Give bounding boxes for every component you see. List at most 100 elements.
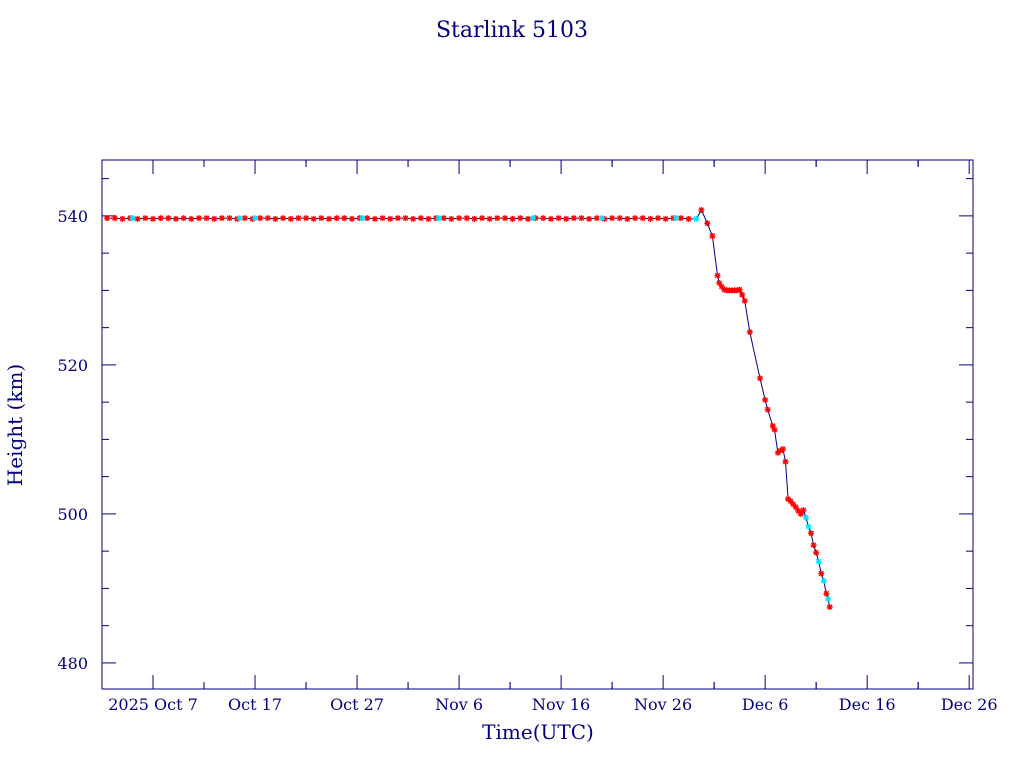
red-data-point [578, 215, 585, 222]
red-data-point [662, 215, 669, 222]
red-data-point [757, 375, 764, 382]
red-data-point [318, 215, 325, 222]
red-data-point [739, 291, 746, 298]
red-data-point [771, 426, 778, 433]
red-data-point [280, 215, 287, 222]
red-data-point [779, 446, 786, 453]
red-data-point [555, 215, 562, 222]
red-data-point [762, 396, 769, 403]
red-data-point [402, 215, 409, 222]
red-data-point [387, 215, 394, 222]
y-tick-label: 540 [57, 207, 88, 226]
red-data-point [119, 215, 126, 222]
plot-frame [101, 159, 974, 690]
red-data-point [570, 215, 577, 222]
red-data-point [394, 215, 401, 222]
red-data-point [563, 215, 570, 222]
red-data-point [410, 215, 417, 222]
cyan-data-point [693, 215, 700, 222]
red-data-point [310, 215, 317, 222]
red-data-point [226, 215, 233, 222]
red-data-point [241, 215, 248, 222]
x-tick-label: Dec 6 [742, 695, 789, 714]
red-data-point [264, 215, 271, 222]
cyan-data-point [672, 215, 679, 222]
x-tick-label: Oct 17 [228, 695, 282, 714]
red-data-point [463, 215, 470, 222]
red-data-point [813, 549, 820, 556]
red-data-point [616, 215, 623, 222]
red-data-point [818, 570, 825, 577]
chart-title: Starlink 5103 [436, 18, 588, 43]
red-data-point [287, 215, 294, 222]
x-axis-label: Time(UTC) [482, 720, 594, 744]
cyan-data-point [802, 514, 809, 521]
red-data-point [632, 215, 639, 222]
red-data-point [440, 215, 447, 222]
cyan-data-point [825, 595, 832, 602]
red-data-point [150, 215, 157, 222]
red-data-point [624, 215, 631, 222]
red-data-point [456, 215, 463, 222]
red-data-point [165, 215, 172, 222]
red-data-point [379, 215, 386, 222]
red-data-point [736, 286, 743, 293]
red-data-point [524, 215, 531, 222]
cyan-data-point [129, 215, 136, 222]
red-data-point [203, 215, 210, 222]
x-tick-label: 2025 Oct 7 [108, 695, 198, 714]
x-tick-label: Dec 16 [839, 695, 896, 714]
red-data-point [195, 215, 202, 222]
red-data-point [494, 215, 501, 222]
y-tick-label: 520 [57, 356, 88, 375]
red-data-point [685, 215, 692, 222]
y-tick-label: 500 [57, 505, 88, 524]
cyan-data-point [252, 215, 259, 222]
red-data-point [586, 215, 593, 222]
red-data-point [257, 215, 264, 222]
red-data-point [741, 297, 748, 304]
red-data-point [371, 215, 378, 222]
red-data-point [509, 215, 516, 222]
red-data-point [104, 215, 111, 222]
red-data-point [180, 215, 187, 222]
y-axis-label: Height (km) [3, 364, 27, 486]
red-data-point [272, 215, 279, 222]
y-tick-label: 480 [57, 654, 88, 673]
x-tick-label: Nov 6 [435, 695, 483, 714]
red-data-point [746, 329, 753, 336]
red-data-point [111, 215, 118, 222]
cyan-data-point [435, 215, 442, 222]
red-data-point [714, 272, 721, 279]
tick-labels: 2025 Oct 7 Oct 17 Oct 27 Nov 6 Nov 16 Nov 26 D… [57, 207, 997, 714]
red-data-point [425, 215, 432, 222]
red-data-point [677, 215, 684, 222]
red-data-point [540, 215, 547, 222]
x-tick-label: Oct 27 [330, 695, 384, 714]
red-data-point [471, 215, 478, 222]
x-tick-label: Dec 26 [941, 695, 998, 714]
red-data-point [172, 215, 179, 222]
red-data-point [134, 215, 141, 222]
red-data-point [639, 215, 646, 222]
red-data-point [782, 458, 789, 465]
red-data-point [698, 206, 705, 213]
cyan-data-point [820, 577, 827, 584]
cyan-data-point [805, 523, 812, 530]
red-data-point [647, 215, 654, 222]
red-data-point [295, 215, 302, 222]
cyan-data-point [359, 215, 366, 222]
data-markers [104, 206, 833, 611]
red-data-point [188, 215, 195, 222]
x-tick-label: Nov 26 [634, 695, 692, 714]
red-data-point [810, 542, 817, 549]
red-data-point [325, 215, 332, 222]
red-data-point [211, 215, 218, 222]
height-trend-line [107, 208, 831, 608]
series-lines [107, 208, 831, 608]
red-data-point [417, 215, 424, 222]
cyan-data-point [598, 215, 605, 222]
red-data-point [501, 215, 508, 222]
red-data-point [348, 215, 355, 222]
red-data-point [157, 215, 164, 222]
